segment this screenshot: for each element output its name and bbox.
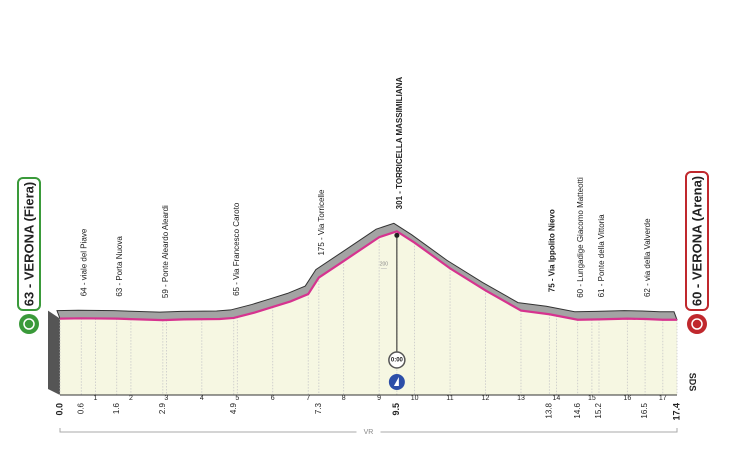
waypoint-label: 63 - Porta Nuova	[115, 236, 124, 297]
y-tick-label: 200	[380, 262, 389, 268]
x-tick-label: 7	[306, 395, 310, 402]
finish-icon	[687, 314, 707, 334]
x-tick-label: 9.5	[391, 403, 401, 416]
x-tick-label: 1.6	[112, 402, 121, 414]
start-label: 63 - VERONA (Fiera)	[21, 182, 36, 307]
profile-line	[59, 230, 677, 322]
x-tick-label: 14	[553, 395, 561, 402]
sprint-glyph	[393, 377, 399, 386]
x-tick-label: 15	[588, 395, 596, 402]
waypoint-label: 60 - Lungadige Giacomo Matteotti	[576, 177, 585, 298]
x-tick-label: 12	[482, 395, 490, 402]
waypoint-label: 65 - Via Francesco Caroto	[232, 202, 241, 296]
x-tick-label: 17	[659, 395, 667, 402]
province-bg	[356, 427, 381, 437]
timing-icon	[388, 351, 406, 369]
x-tick-label: 3	[164, 395, 168, 402]
waypoint-label: 75 - Via Ippolito Nievo	[547, 209, 556, 292]
x-tick-label: 4	[200, 395, 204, 402]
profile-side	[48, 310, 60, 395]
x-tick-label: 13	[517, 395, 525, 402]
x-tick-label: 1	[94, 395, 98, 402]
x-tick-label: 2	[129, 395, 133, 402]
x-tick-label: 2.9	[158, 402, 167, 414]
x-tick-label: 11	[446, 395, 453, 402]
x-tick-label: 16	[623, 395, 631, 402]
x-tick-label: 7.3	[314, 402, 323, 414]
start-icon-glyph	[23, 318, 35, 330]
x-tick-label: 4.9	[229, 402, 238, 414]
waypoint-label: 301 - TORRICELLA MASSIMILIANA	[395, 77, 404, 210]
x-tick-label: 16.5	[640, 402, 649, 418]
x-tick-label: 6	[271, 395, 275, 402]
waypoint-label: 64 - viale del Piave	[79, 228, 88, 296]
x-tick-label: 17.4	[671, 403, 681, 421]
finish-box	[685, 171, 709, 311]
waypoint-label: 61 - Ponte della Vittoria	[597, 214, 606, 298]
timing-label: 0:00	[391, 358, 404, 364]
start-box	[17, 177, 41, 311]
finish-label: 60 - VERONA (Arena)	[689, 176, 704, 306]
waypoint-label: 59 - Ponte Aleardo Aleardi	[161, 205, 170, 298]
x-tick-label: 0.0	[54, 403, 64, 416]
x-tick-label: 5	[235, 395, 239, 402]
x-tick-label: 14.6	[573, 402, 582, 418]
finish-icon-glyph	[691, 318, 703, 330]
start-icon	[19, 314, 39, 334]
x-tick-label: 13.8	[544, 402, 553, 418]
x-tick-label: 9	[377, 395, 381, 402]
profile-area	[60, 231, 677, 395]
province-label: VR	[364, 429, 374, 436]
x-tick-label: 8	[342, 395, 346, 402]
waypoint-label: 62 - via della Valverde	[643, 218, 652, 297]
x-tick-label: 15.2	[594, 402, 603, 418]
waypoint-label: 175 - Via Torricelle	[317, 189, 326, 256]
x-tick-label: 10	[411, 395, 419, 402]
x-tick-label: 0.6	[76, 402, 85, 414]
credit: SDS	[688, 373, 698, 392]
